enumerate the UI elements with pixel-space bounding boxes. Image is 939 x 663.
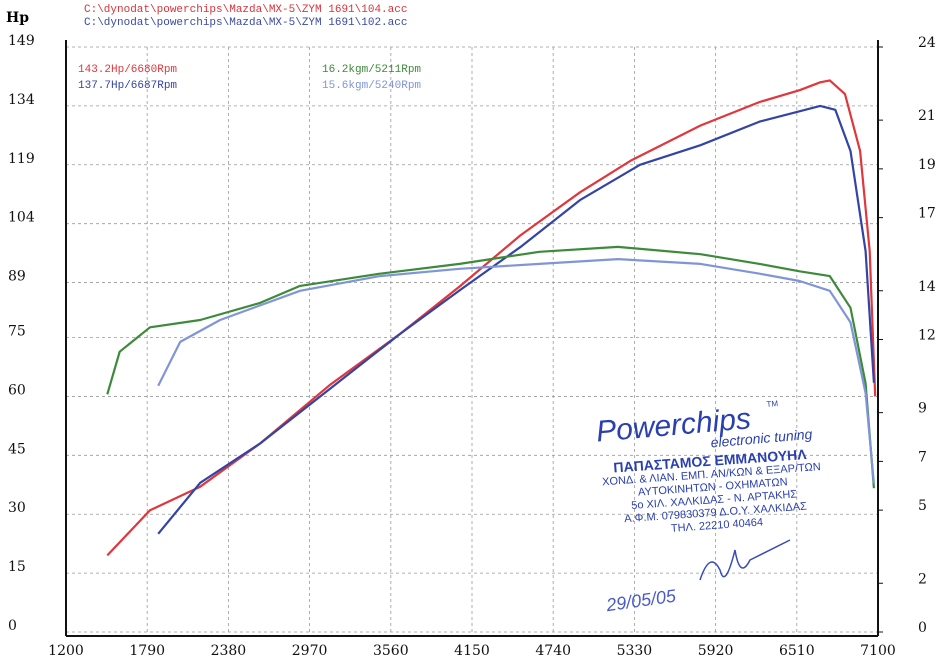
y-tick-label: 30 xyxy=(8,500,26,516)
x-tick-label: 2970 xyxy=(292,643,328,659)
stamp-tm: TM xyxy=(766,399,779,409)
y2-tick-label: 14 xyxy=(918,279,936,295)
file-name: C:\dynodat\powerchips\Mazda\MX-5\ZYM 169… xyxy=(84,4,407,16)
x-tick-label: 3560 xyxy=(373,643,409,659)
y-tick-label: 134 xyxy=(8,92,35,108)
y-tick-label: 104 xyxy=(8,210,35,226)
y2-tick-label: 5 xyxy=(918,498,927,514)
file-name: C:\dynodat\powerchips\Mazda\MX-5\ZYM 169… xyxy=(84,17,407,29)
y-tick-label: 89 xyxy=(8,269,26,285)
y2-tick-label: 0 xyxy=(918,620,927,636)
x-tick-label: 5330 xyxy=(617,643,653,659)
peak-label: 15.6kgm/5240Rpm xyxy=(322,80,421,92)
y-tick-label: 15 xyxy=(8,559,26,575)
x-tick-label: 6510 xyxy=(779,643,815,659)
y2-tick-label: 9 xyxy=(918,401,927,417)
y2-tick-label: 12 xyxy=(918,328,936,344)
series-line xyxy=(157,258,875,484)
signature xyxy=(699,539,791,581)
y-tick-label: 0 xyxy=(8,618,17,634)
y-axis-label: Hp xyxy=(6,10,29,26)
y-tick-label: 119 xyxy=(8,151,35,167)
series-line xyxy=(157,104,875,535)
peak-label: 137.7Hp/6687Rpm xyxy=(78,80,177,92)
x-tick-label: 4740 xyxy=(535,643,571,659)
grid xyxy=(65,46,879,633)
x-tick-label: 1790 xyxy=(129,643,165,659)
stamp-date: 29/05/05 xyxy=(604,586,678,616)
y-tick-label: 45 xyxy=(8,441,26,457)
y-tick-label: 75 xyxy=(8,324,26,340)
y2-tick-label: 2 xyxy=(918,571,927,587)
x-tick-label: 4150 xyxy=(454,643,490,659)
series-line xyxy=(106,245,875,489)
y2-tick-label: 24 xyxy=(918,35,936,51)
x-tick-label: 2380 xyxy=(211,643,247,659)
peak-label: 143.2Hp/6680Rpm xyxy=(78,64,177,76)
x-tick-label: 7100 xyxy=(860,643,896,659)
y2-tick-label: 21 xyxy=(918,108,936,124)
y-tick-label: 60 xyxy=(8,382,26,398)
x-tick-label: 5920 xyxy=(698,643,734,659)
y2-tick-label: 7 xyxy=(918,449,927,465)
peak-label: 16.2kgm/5211Rpm xyxy=(322,64,421,76)
y2-tick-label: 17 xyxy=(918,206,936,222)
y-tick-label: 149 xyxy=(8,33,35,49)
x-tick-label: 1200 xyxy=(48,643,84,659)
y2-tick-label: 19 xyxy=(918,157,936,173)
